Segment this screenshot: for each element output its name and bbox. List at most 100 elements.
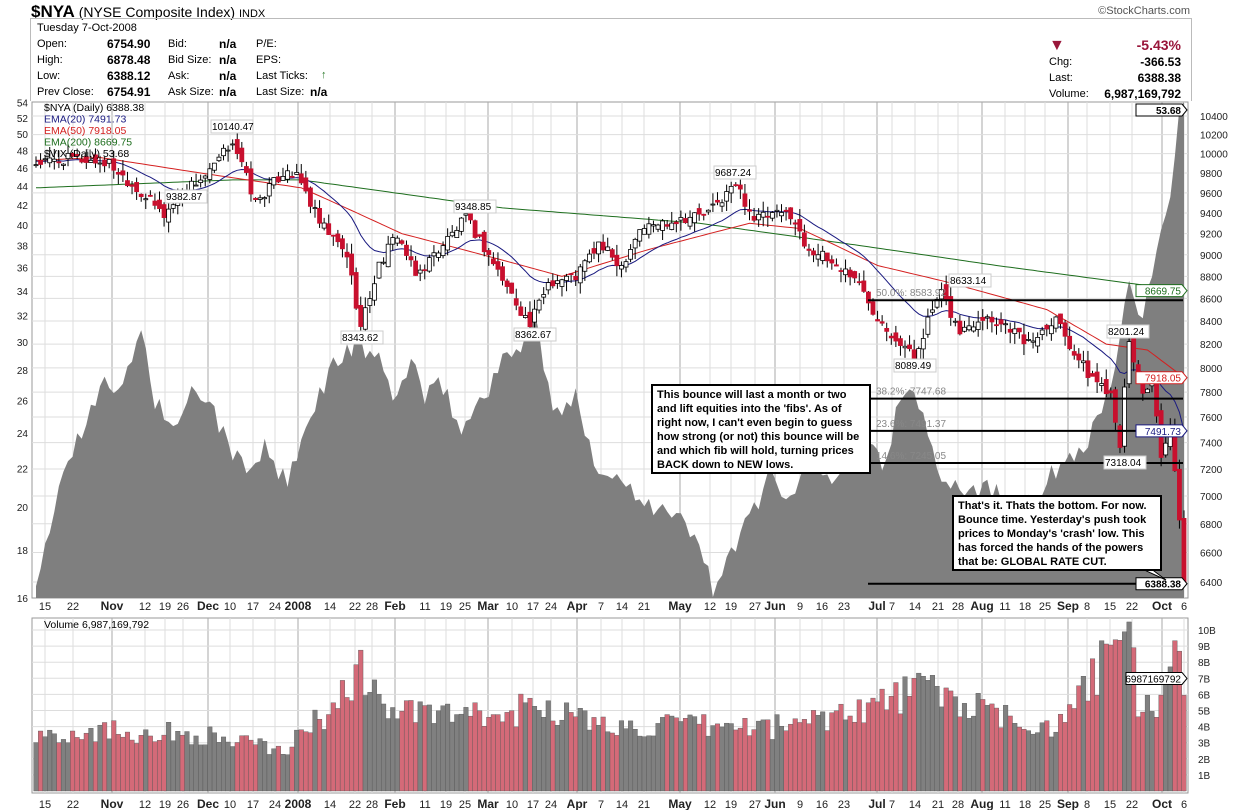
quote-field-value: 6754.90 — [107, 37, 151, 51]
x-tick-label: 14 — [616, 601, 628, 613]
price-tick-label: 7000 — [1200, 492, 1223, 503]
vix-area — [36, 102, 1184, 598]
x-tick-label: 14 — [909, 799, 921, 810]
volume-bar — [285, 754, 291, 792]
price-annotation-box — [893, 358, 937, 373]
change-percent: -5.43% — [1136, 37, 1181, 53]
volume-bar — [742, 718, 748, 792]
volume-bar — [838, 703, 844, 792]
candle-down — [1062, 322, 1068, 337]
price-annotation: 7318.04 — [1105, 458, 1142, 469]
volume-bar — [925, 680, 931, 792]
x-tick-label: 11 — [419, 799, 430, 810]
candle-up — [975, 321, 981, 330]
price-annotation: 9687.24 — [715, 168, 752, 179]
volume-bar — [806, 723, 812, 792]
candle-up — [440, 245, 446, 257]
volume-bar — [797, 722, 803, 792]
x-tick-label: 14 — [324, 601, 336, 613]
fib-label: 23.6%: 7491.37 — [876, 419, 946, 430]
candle-down — [568, 273, 574, 276]
volume-bar — [138, 735, 144, 792]
candle-down — [1108, 390, 1114, 394]
candle-down — [833, 264, 839, 267]
volume-bar — [673, 717, 679, 792]
x-tick-label: 12 — [704, 799, 716, 810]
candle-down — [751, 215, 757, 221]
volume-bar — [202, 744, 208, 792]
quote-field-value: 6878.48 — [107, 53, 151, 67]
ema200-line — [35, 179, 1185, 292]
price-tick-label: 8400 — [1200, 317, 1223, 328]
x-tick-label: Apr — [567, 599, 588, 613]
candle-up — [587, 253, 592, 263]
volume-bar — [728, 723, 734, 792]
fib-label: 50.0%: 8583.92 — [876, 288, 946, 299]
volume-bar — [801, 719, 807, 792]
volume-bar — [632, 729, 638, 792]
x-tick-label: 25 — [459, 601, 471, 613]
quote-field-label: Prev Close: — [37, 86, 94, 98]
price-tick-label: 6400 — [1200, 578, 1223, 589]
candle-up — [555, 280, 560, 284]
volume-bar — [692, 716, 698, 792]
candle-down — [253, 197, 258, 201]
x-tick-label: 7 — [598, 601, 604, 613]
candle-up — [312, 207, 318, 210]
x-tick-label: 10 — [506, 799, 518, 810]
volume-bar — [1090, 658, 1096, 792]
volume-bar — [500, 721, 506, 792]
price-annotation-box — [1103, 455, 1147, 470]
candle-up — [1122, 386, 1127, 447]
volume-bar — [564, 702, 570, 792]
volume-bar — [1154, 717, 1160, 792]
candle-up — [216, 156, 222, 162]
candle-down — [1177, 468, 1182, 521]
volume-bar — [330, 702, 336, 792]
x-tick-label: 17 — [527, 799, 539, 810]
volume-bar — [403, 700, 409, 792]
candle-down — [673, 221, 679, 225]
volume-bar — [701, 714, 707, 792]
vix-tick-label: 16 — [17, 594, 29, 605]
volume-bar — [449, 721, 455, 792]
volume-bar — [1117, 640, 1123, 792]
volume-bar — [221, 736, 227, 792]
last-value: 6388.38 — [1137, 71, 1181, 85]
volume-bar — [600, 716, 606, 792]
last-value-tag — [1135, 103, 1188, 117]
candle-down — [353, 272, 359, 309]
candle-up — [628, 249, 633, 260]
volume-bar — [79, 739, 85, 792]
volume-bar — [897, 713, 903, 792]
volume-bar — [824, 730, 830, 792]
candle-up — [660, 220, 665, 231]
candle-up — [623, 261, 629, 268]
volume-bar — [527, 697, 533, 792]
candle-up — [536, 299, 542, 311]
volume-bar — [641, 736, 647, 792]
last-value-tag-label: 7918.05 — [1145, 374, 1182, 385]
volume-bar — [952, 696, 958, 792]
volume-bar — [92, 741, 98, 792]
quote-field-value: n/a — [219, 85, 237, 99]
candle-up — [202, 175, 208, 179]
candle-up — [1163, 442, 1169, 456]
candle-up — [143, 198, 149, 201]
volume-bar — [262, 741, 268, 792]
volume-bar — [902, 676, 908, 792]
volume-bar — [975, 693, 981, 792]
x-tick-label: 22 — [67, 601, 79, 613]
candle-down — [866, 291, 871, 304]
volume-bar — [349, 700, 355, 792]
candle-down — [500, 266, 505, 281]
volume-bar — [1053, 731, 1059, 792]
x-tick-label: 19 — [159, 601, 171, 613]
x-tick-label: 12 — [704, 601, 716, 613]
volume-bar — [381, 703, 387, 792]
volume-bar — [1021, 729, 1027, 792]
x-tick-label: 28 — [952, 601, 964, 613]
candle-down — [404, 244, 409, 256]
volume-bar — [1172, 640, 1178, 792]
candle-down — [683, 218, 688, 224]
